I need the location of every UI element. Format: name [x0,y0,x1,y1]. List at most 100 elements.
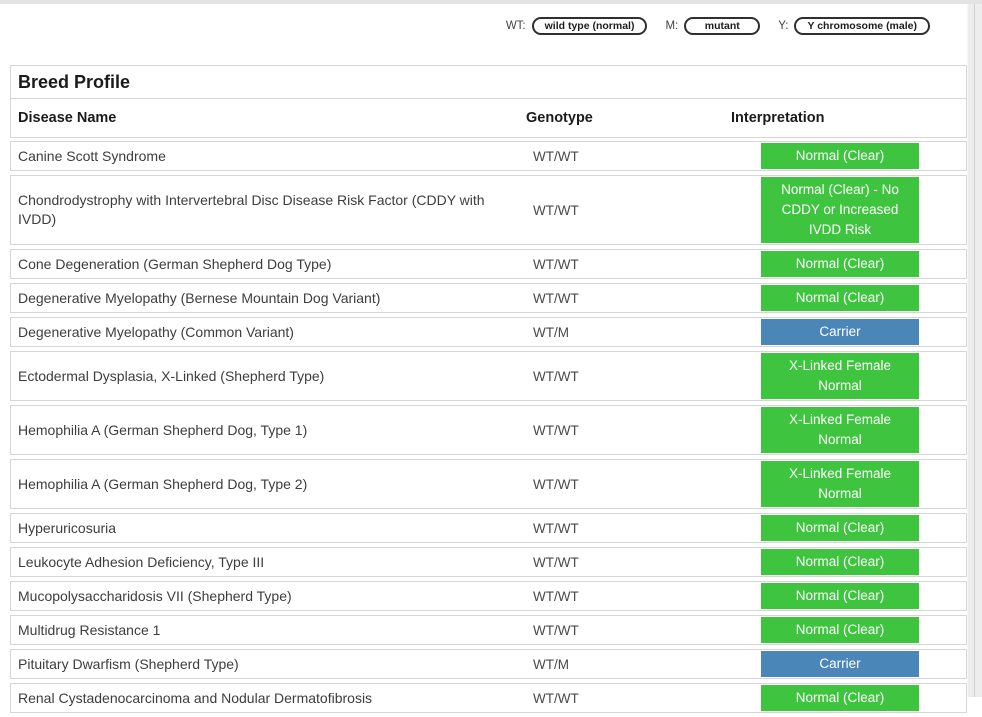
status-badge: X-Linked Female Normal [761,353,919,399]
legend-item-y: Y: Y chromosome (male) [778,17,930,35]
genotype-value: WT/M [533,324,569,340]
table-row: Mucopolysaccharidosis VII (Shepherd Type… [10,581,967,611]
disease-name: Ectodermal Dysplasia, X-Linked (Shepherd… [18,367,325,384]
legend-abbr-m: M: [665,20,679,32]
genotype-value: WT/WT [533,256,579,272]
interpretation-cell: Normal (Clear) [738,616,966,644]
disease-name-cell: Degenerative Myelopathy (Common Variant) [11,318,533,346]
disease-name: Hyperuricosuria [18,519,117,536]
page-title: Breed Profile [18,71,131,92]
genotype-cell: WT/WT [533,284,738,312]
table-row: Degenerative Myelopathy (Common Variant)… [10,317,967,347]
disease-name-cell: Ectodermal Dysplasia, X-Linked (Shepherd… [11,352,533,400]
interpretation-cell: Normal (Clear) [738,514,966,542]
disease-name: Canine Scott Syndrome [18,147,166,164]
table-row: Degenerative Myelopathy (Bernese Mountai… [10,283,967,313]
column-header-disease: Disease Name [18,110,117,126]
table-row: Chondrodystrophy with Intervertebral Dis… [10,175,967,245]
disease-name-cell: Hyperuricosuria [11,514,533,542]
disease-name-cell: Hemophilia A (German Shepherd Dog, Type … [11,460,533,508]
disease-name: Degenerative Myelopathy (Bernese Mountai… [18,289,381,306]
status-badge: Normal (Clear) [761,143,919,169]
interpretation-cell: X-Linked Female Normal [738,406,966,454]
table-header-row: Disease Name Genotype Interpretation [10,99,967,138]
disease-name-cell: Leukocyte Adhesion Deficiency, Type III [11,548,533,576]
status-badge: Normal (Clear) [761,685,919,711]
interpretation-cell: X-Linked Female Normal [738,352,966,400]
legend-item-m: M: mutant [665,17,761,35]
genotype-cell: WT/WT [533,684,738,712]
disease-name-cell: Cone Degeneration (German Shepherd Dog T… [11,250,533,278]
genotype-value: WT/M [533,656,569,672]
table-row: Cone Degeneration (German Shepherd Dog T… [10,249,967,279]
genotype-value: WT/WT [533,202,579,218]
interpretation-cell: Carrier [738,650,966,678]
genotype-legend: WT: wild type (normal) M: mutant Y: Y ch… [506,17,930,35]
genotype-cell: WT/WT [533,352,738,400]
genotype-value: WT/WT [533,588,579,604]
disease-name-cell: Canine Scott Syndrome [11,142,533,170]
disease-name-cell: Hemophilia A (German Shepherd Dog, Type … [11,406,533,454]
column-header-interpretation: Interpretation [731,110,825,126]
genotype-value: WT/WT [533,422,579,438]
disease-name: Hemophilia A (German Shepherd Dog, Type … [18,475,308,492]
disease-name-cell: Chondrodystrophy with Intervertebral Dis… [11,176,533,244]
interpretation-cell: Normal (Clear) [738,582,966,610]
genotype-value: WT/WT [533,690,579,706]
status-badge: Normal (Clear) [761,515,919,541]
genotype-cell: WT/WT [533,548,738,576]
interpretation-cell: Normal (Clear) [738,284,966,312]
legend-item-wt: WT: wild type (normal) [506,17,648,35]
genotype-value: WT/WT [533,554,579,570]
window-top-edge [0,0,982,4]
genotype-value: WT/WT [533,520,579,536]
window-right-gutter [967,4,982,697]
disease-name-cell: Renal Cystadenocarcinoma and Nodular Der… [11,684,533,712]
disease-name: Chondrodystrophy with Intervertebral Dis… [18,192,485,227]
interpretation-cell: Normal (Clear) - No CDDY or Increased IV… [738,176,966,244]
status-badge: X-Linked Female Normal [761,407,919,453]
legend-abbr-wt: WT: [505,20,526,32]
status-badge: Normal (Clear) [761,583,919,609]
genotype-cell: WT/WT [533,142,738,170]
genotype-value: WT/WT [533,290,579,306]
legend-pill-y: Y chromosome (male) [794,17,930,35]
disease-name: Leukocyte Adhesion Deficiency, Type III [18,553,265,570]
table-row: Renal Cystadenocarcinoma and Nodular Der… [10,683,967,713]
breed-profile-panel: Breed Profile Disease Name Genotype Inte… [10,65,967,717]
genotype-cell: WT/WT [533,406,738,454]
table-row: Leukocyte Adhesion Deficiency, Type III … [10,547,967,577]
table-row: Multidrug Resistance 1 WT/WT Normal (Cle… [10,615,967,645]
gutter-divider [974,4,975,697]
interpretation-cell: Normal (Clear) [738,684,966,712]
legend-pill-m: mutant [684,17,761,35]
genotype-value: WT/WT [533,476,579,492]
interpretation-cell: Normal (Clear) [738,142,966,170]
status-badge: Normal (Clear) [761,617,919,643]
table-row: Canine Scott Syndrome WT/WT Normal (Clea… [10,141,967,171]
interpretation-cell: Normal (Clear) [738,250,966,278]
status-badge: Normal (Clear) - No CDDY or Increased IV… [761,177,919,243]
genotype-cell: WT/M [533,650,738,678]
disease-name-cell: Multidrug Resistance 1 [11,616,533,644]
genotype-value: WT/WT [533,368,579,384]
disease-name: Multidrug Resistance 1 [18,621,161,638]
status-badge: Carrier [761,651,919,677]
disease-name: Degenerative Myelopathy (Common Variant) [18,323,294,340]
disease-name: Cone Degeneration (German Shepherd Dog T… [18,255,332,272]
genotype-value: WT/WT [533,148,579,164]
table-row: Hemophilia A (German Shepherd Dog, Type … [10,459,967,509]
genotype-value: WT/WT [533,622,579,638]
disease-name: Renal Cystadenocarcinoma and Nodular Der… [18,689,373,706]
genotype-cell: WT/WT [533,514,738,542]
genotype-cell: WT/WT [533,582,738,610]
column-header-genotype: Genotype [526,110,593,126]
disease-name: Mucopolysaccharidosis VII (Shepherd Type… [18,587,292,604]
disease-name: Hemophilia A (German Shepherd Dog, Type … [18,421,308,438]
table-row: Hemophilia A (German Shepherd Dog, Type … [10,405,967,455]
genotype-cell: WT/WT [533,616,738,644]
table-row: Hyperuricosuria WT/WT Normal (Clear) [10,513,967,543]
disease-name-cell: Mucopolysaccharidosis VII (Shepherd Type… [11,582,533,610]
interpretation-cell: Normal (Clear) [738,548,966,576]
interpretation-cell: Carrier [738,318,966,346]
